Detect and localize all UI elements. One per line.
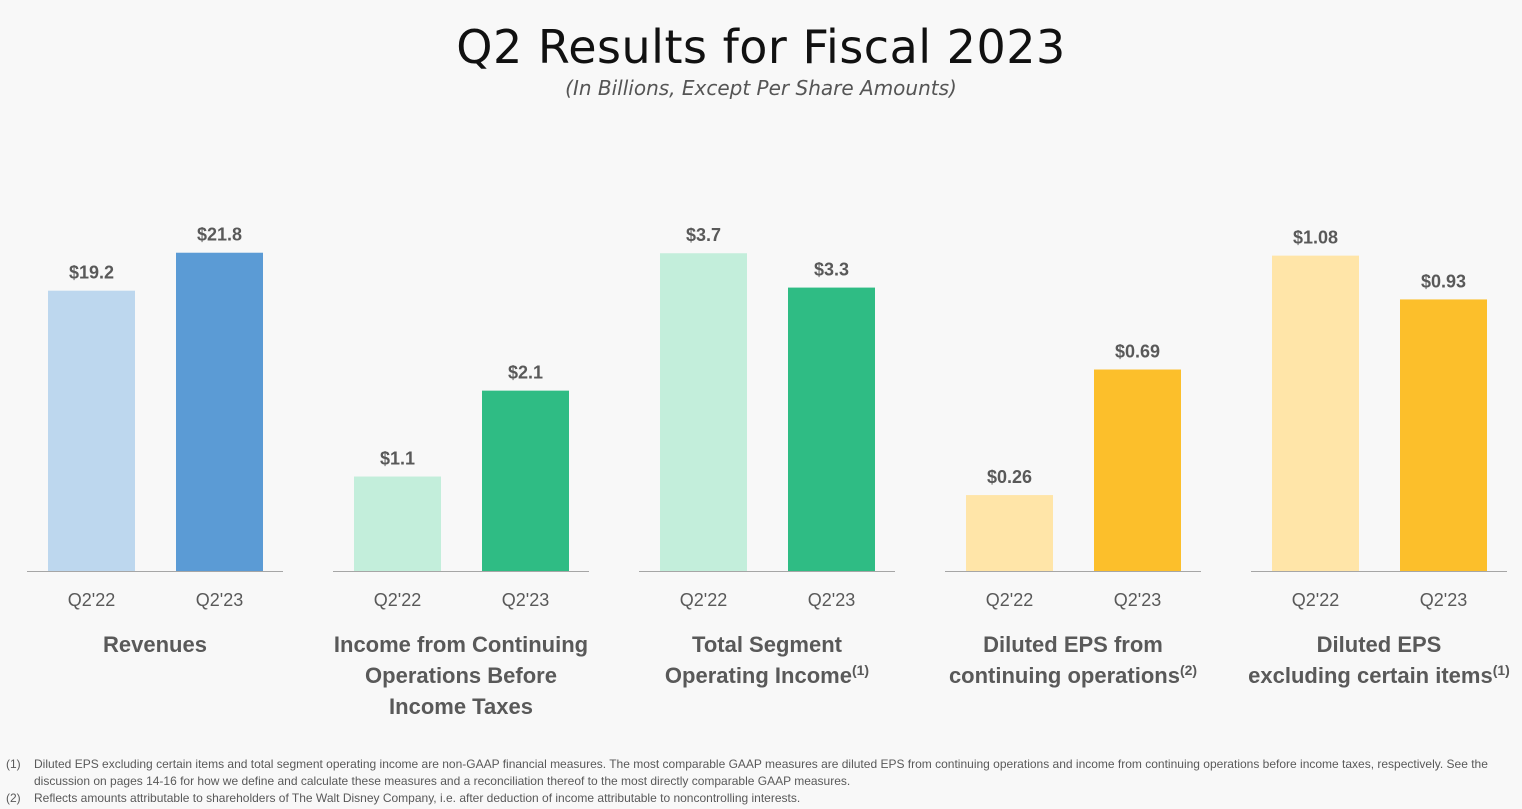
footnote-marker: (1) [1493,662,1510,678]
footnote-1: (1) Diluted EPS excluding certain items … [6,756,1506,790]
x-tick-label: Q2'23 [1420,590,1467,610]
x-tick-label: Q2'22 [1292,590,1339,610]
footnote-number: (2) [6,791,21,805]
footnote-marker: (1) [852,662,869,678]
chart-title: continuing operations(2) [949,662,1197,688]
footnote-text: Diluted EPS excluding certain items and … [34,757,1488,788]
data-label: $2.1 [508,363,543,383]
bar [660,253,747,571]
footnote-number: (1) [6,757,21,771]
data-label: $0.26 [987,467,1032,487]
page-subtitle: (In Billions, Except Per Share Amounts) [565,76,957,100]
footnotes: (1) Diluted EPS excluding certain items … [6,756,1506,807]
chart-title: Revenues [103,632,207,657]
x-tick-label: Q2'22 [680,590,727,610]
chart-title: Diluted EPS [1317,632,1442,657]
x-tick-label: Q2'23 [1114,590,1161,610]
x-tick-label: Q2'23 [502,590,549,610]
footnote-marker: (2) [1180,662,1197,678]
x-tick-label: Q2'22 [68,590,115,610]
page-title: Q2 Results for Fiscal 2023 [456,20,1066,74]
bar [48,290,135,571]
chart-title: Operating Income(1) [665,662,869,688]
data-label: $0.93 [1421,271,1466,291]
bar [1094,369,1181,571]
bar [482,390,569,571]
footnote-2: (2) Reflects amounts attributable to sha… [6,790,1506,807]
data-label: $3.7 [686,225,721,245]
bar [788,287,875,571]
x-tick-label: Q2'23 [808,590,855,610]
data-label: $21.8 [197,225,242,245]
footnote-text: Reflects amounts attributable to shareho… [34,791,801,805]
bar [966,495,1053,571]
chart-title: Operations Before [365,663,557,688]
chart-title: Total Segment [692,632,843,657]
x-tick-label: Q2'22 [986,590,1033,610]
x-tick-label: Q2'22 [374,590,421,610]
bar [1272,255,1359,571]
chart-title: excluding certain items(1) [1248,662,1510,688]
data-label: $1.08 [1293,228,1338,248]
chart-title: Income from Continuing [334,632,588,657]
bar [176,252,263,571]
data-label: $3.3 [814,260,849,280]
chart-title: Income Taxes [389,694,533,719]
data-label: $19.2 [69,263,114,283]
x-tick-label: Q2'23 [196,590,243,610]
bar [354,476,441,571]
data-label: $1.1 [380,449,415,469]
data-label: $0.69 [1115,342,1160,362]
bar [1400,299,1487,571]
chart-title: Diluted EPS from [983,632,1163,657]
